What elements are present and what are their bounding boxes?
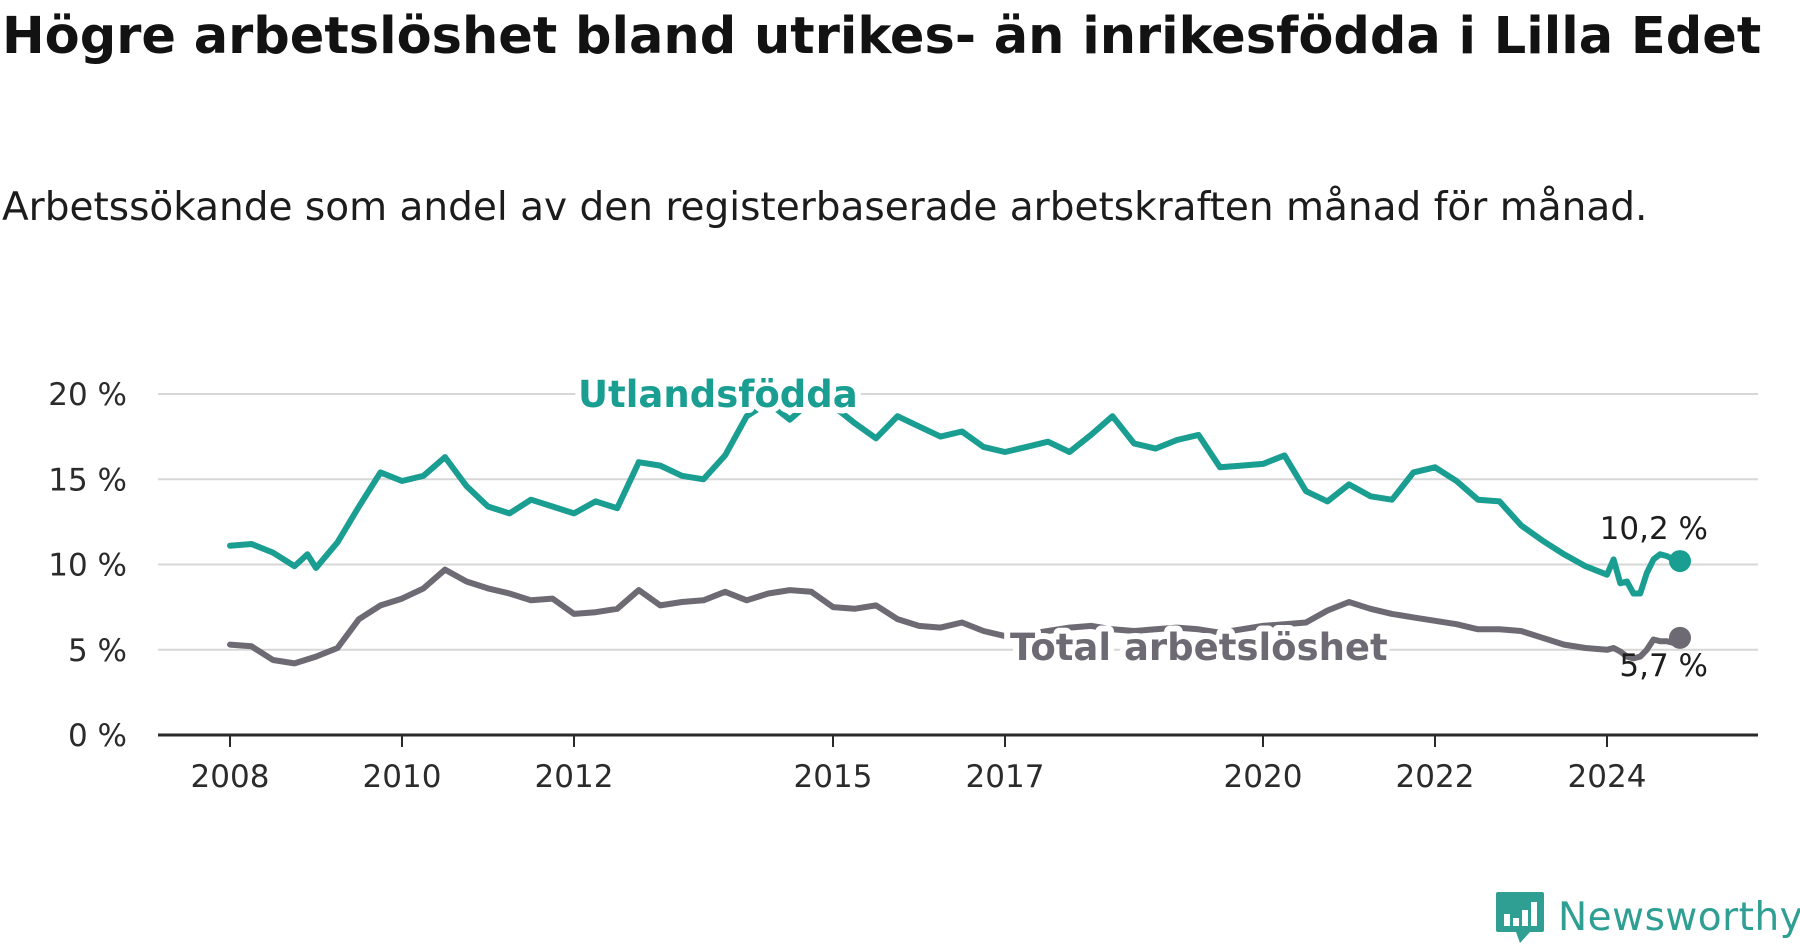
- x-tick-label: 2020: [1224, 759, 1303, 795]
- series-end-marker: [1669, 626, 1691, 649]
- y-tick-label: 5 %: [68, 633, 127, 669]
- x-tick-label: 2022: [1396, 759, 1475, 795]
- series-line-total: [227, 566, 1683, 667]
- series-end-marker: [1669, 550, 1691, 573]
- y-axis-ticks: 0 % 5 % 10 % 15 % 20 %: [48, 377, 127, 754]
- x-tick-label: 2008: [191, 759, 270, 795]
- series-name-label-total: Total arbetslöshet: [1010, 626, 1388, 669]
- y-tick-label: 15 %: [48, 462, 127, 498]
- series-end-value-label: 5,7 %: [1619, 648, 1708, 684]
- x-axis: 2008 2010 2012 2015 2017 2020 2022 2024: [158, 733, 1758, 795]
- series-line-utlandsfodda: [227, 397, 1683, 597]
- series-name-label-utlandsfodda: Utlandsfödda: [578, 373, 858, 416]
- chart-title: Högre arbetslöshet bland utrikes- än inr…: [2, 7, 1762, 66]
- x-tick-label: 2017: [966, 759, 1045, 795]
- y-tick-label: 0 %: [68, 718, 127, 754]
- x-tick-label: 2012: [535, 759, 614, 795]
- series-labels: 10,2 % 5,7 % Utlandsfödda Total arbetslöshe…: [572, 367, 1708, 684]
- x-tick-label: 2024: [1568, 759, 1647, 795]
- series-end-value-label: 10,2 %: [1600, 511, 1708, 547]
- newsworthy-logo-text: Newsworthy: [1558, 894, 1800, 940]
- series-lines: [227, 397, 1691, 667]
- gridlines: [158, 393, 1758, 651]
- newsworthy-logo: Newsworthy: [1494, 890, 1800, 944]
- y-tick-label: 10 %: [48, 548, 127, 584]
- x-tick-label: 2015: [794, 759, 873, 795]
- newsworthy-logo-icon: [1496, 892, 1544, 943]
- x-tick-label: 2010: [363, 759, 442, 795]
- y-tick-label: 20 %: [48, 377, 127, 413]
- chart-subtitle: Arbetssökande som andel av den registerb…: [2, 185, 1648, 230]
